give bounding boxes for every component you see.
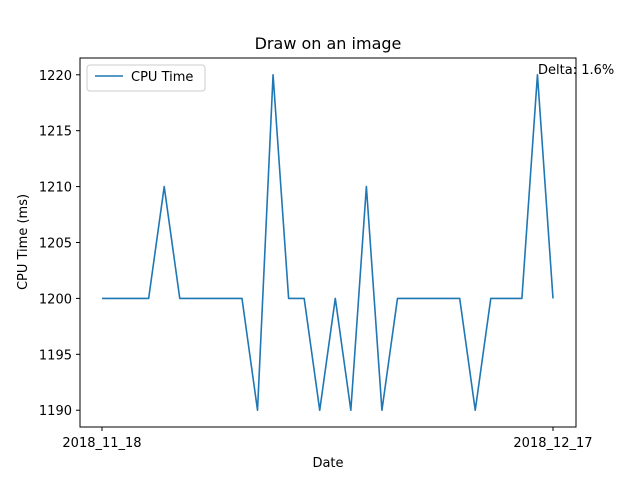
y-axis: 1190 1195 1200 1205 1210 1215 1220 [39, 69, 80, 419]
y-tick-label: 1190 [39, 404, 72, 419]
y-tick-label: 1200 [39, 292, 72, 307]
delta-annotation: Delta: 1.6% [538, 63, 614, 78]
plot-frame [79, 57, 577, 428]
y-tick-label: 1205 [39, 237, 72, 252]
x-axis: 2018_11_18 2018_12_17 [62, 427, 593, 451]
legend-label: CPU Time [131, 70, 193, 85]
x-tick-label: 2018_11_18 [62, 436, 141, 451]
chart-title: Draw on an image [255, 34, 402, 53]
legend-box [86, 64, 206, 92]
y-tick-label: 1195 [39, 348, 72, 363]
y-tick-label: 1215 [39, 125, 72, 140]
series-line-cpu-time [102, 73, 554, 412]
legend: CPU Time [86, 64, 206, 92]
x-axis-label: Date [312, 456, 343, 471]
series-layer [102, 73, 554, 412]
y-axis-label: CPU Time (ms) [16, 194, 31, 290]
y-tick-label: 1220 [39, 69, 72, 84]
y-tick-label: 1210 [39, 181, 72, 196]
x-tick-label: 2018_12_17 [513, 436, 592, 451]
